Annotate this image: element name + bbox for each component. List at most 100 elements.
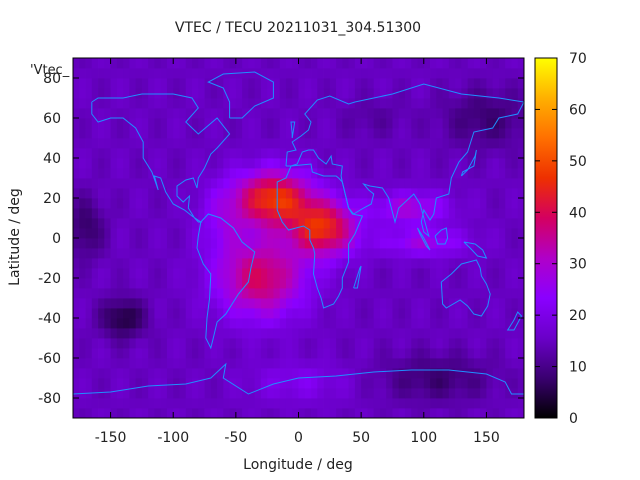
heatmap-cell bbox=[398, 138, 406, 149]
heatmap-cell bbox=[242, 138, 249, 149]
heatmap-cell bbox=[423, 148, 431, 159]
heatmap-cell bbox=[242, 218, 249, 229]
heatmap-cell bbox=[423, 278, 431, 289]
heatmap-cell bbox=[110, 158, 118, 169]
coastline-segment bbox=[72, 362, 524, 395]
heatmap-cell bbox=[361, 398, 368, 409]
heatmap-cell bbox=[492, 288, 500, 299]
heatmap-cell bbox=[166, 338, 174, 349]
heatmap-cell bbox=[279, 248, 287, 259]
heatmap-cell bbox=[423, 328, 431, 339]
heatmap-cell bbox=[379, 138, 387, 149]
heatmap-cell bbox=[210, 218, 218, 229]
heatmap-cell bbox=[461, 398, 469, 409]
heatmap-cell bbox=[498, 398, 506, 409]
heatmap-cell bbox=[217, 158, 224, 169]
heatmap-cell bbox=[123, 238, 130, 249]
heatmap-cell bbox=[398, 258, 406, 269]
heatmap-cell bbox=[242, 58, 249, 69]
heatmap-cell bbox=[336, 248, 343, 259]
heatmap-cell bbox=[367, 288, 375, 299]
heatmap-cell bbox=[361, 258, 368, 269]
heatmap-cell bbox=[173, 268, 180, 279]
heatmap-cell bbox=[285, 278, 293, 289]
heatmap-cell bbox=[342, 168, 350, 179]
heatmap-cell bbox=[354, 228, 362, 239]
heatmap-cell bbox=[423, 178, 431, 189]
heatmap-cell bbox=[354, 118, 362, 129]
heatmap-cell bbox=[461, 158, 469, 169]
heatmap-cell bbox=[116, 378, 124, 389]
heatmap-cell bbox=[386, 378, 393, 389]
heatmap-cell bbox=[248, 218, 256, 229]
heatmap-cell bbox=[511, 408, 519, 419]
heatmap-cell bbox=[173, 78, 180, 89]
heatmap-cell bbox=[198, 148, 205, 159]
heatmap-cell bbox=[423, 298, 431, 309]
heatmap-cell bbox=[430, 128, 437, 139]
heatmap-cell bbox=[116, 178, 124, 189]
heatmap-cell bbox=[110, 118, 118, 129]
heatmap-cell bbox=[223, 78, 230, 89]
heatmap-cell bbox=[379, 88, 387, 99]
heatmap-cell bbox=[348, 328, 356, 339]
heatmap-cell bbox=[379, 118, 387, 129]
heatmap-cell bbox=[148, 88, 155, 99]
heatmap-cell bbox=[254, 98, 262, 109]
heatmap-cell bbox=[480, 118, 487, 129]
heatmap-cell bbox=[160, 298, 168, 309]
heatmap-cell bbox=[173, 248, 180, 259]
heatmap-cell bbox=[116, 228, 124, 239]
heatmap-cell bbox=[304, 68, 312, 79]
heatmap-cell bbox=[129, 398, 137, 409]
heatmap-cell bbox=[411, 298, 418, 309]
heatmap-cell bbox=[166, 318, 174, 329]
heatmap-cell bbox=[292, 398, 299, 409]
heatmap-cell bbox=[442, 408, 450, 419]
heatmap-cell bbox=[223, 118, 230, 129]
heatmap-cell bbox=[392, 298, 400, 309]
heatmap-cell bbox=[505, 218, 512, 229]
heatmap-cell bbox=[210, 288, 218, 299]
heatmap-cell bbox=[517, 138, 525, 149]
heatmap-cell bbox=[73, 348, 80, 359]
heatmap-cell bbox=[248, 188, 256, 199]
heatmap-cell bbox=[348, 398, 356, 409]
heatmap-cell bbox=[480, 178, 487, 189]
heatmap-cell bbox=[292, 308, 299, 319]
heatmap-cell bbox=[511, 88, 519, 99]
heatmap-cell bbox=[511, 198, 519, 209]
heatmap-cell bbox=[260, 218, 268, 229]
heatmap-cell bbox=[173, 288, 180, 299]
heatmap-cell bbox=[135, 248, 143, 259]
heatmap-cell bbox=[141, 228, 149, 239]
heatmap-cell bbox=[273, 78, 281, 89]
heatmap-cell bbox=[260, 398, 268, 409]
heatmap-cell bbox=[373, 248, 381, 259]
heatmap-cell bbox=[373, 128, 381, 139]
heatmap-cell bbox=[467, 88, 475, 99]
heatmap-cell bbox=[461, 378, 469, 389]
heatmap-cell bbox=[492, 58, 500, 69]
heatmap-cell bbox=[104, 98, 111, 109]
heatmap-cell bbox=[104, 408, 111, 419]
heatmap-cell bbox=[336, 328, 343, 339]
heatmap-cell bbox=[292, 318, 299, 329]
heatmap-cell bbox=[267, 228, 274, 239]
heatmap-cell bbox=[116, 238, 124, 249]
heatmap-cell bbox=[505, 348, 512, 359]
heatmap-cell bbox=[285, 158, 293, 169]
heatmap-cell bbox=[304, 58, 312, 69]
heatmap-cell bbox=[248, 368, 256, 379]
heatmap-cell bbox=[267, 208, 274, 219]
heatmap-cell bbox=[204, 128, 212, 139]
heatmap-cell bbox=[98, 308, 105, 319]
heatmap-cell bbox=[217, 398, 224, 409]
coastline-segment bbox=[276, 163, 364, 309]
heatmap-cell bbox=[411, 408, 418, 419]
heatmap-cell bbox=[229, 328, 237, 339]
heatmap-cell bbox=[361, 148, 368, 159]
heatmap-cell bbox=[254, 138, 262, 149]
heatmap-cell bbox=[298, 188, 306, 199]
heatmap-cell bbox=[442, 228, 450, 239]
